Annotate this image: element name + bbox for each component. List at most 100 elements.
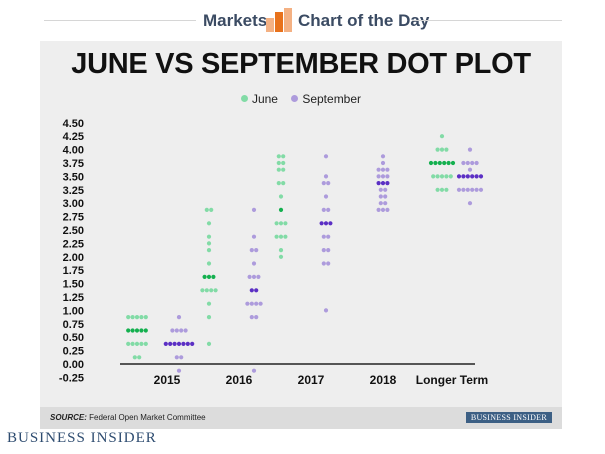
legend-september-label: September xyxy=(302,92,362,106)
banner: Markets Chart of the Day xyxy=(0,0,605,40)
data-dot xyxy=(281,154,286,159)
x-category-label: 2017 xyxy=(298,373,325,387)
data-dot xyxy=(376,167,381,172)
median-dot xyxy=(323,221,329,226)
data-dot xyxy=(276,154,281,159)
data-dot xyxy=(278,221,284,226)
data-dot xyxy=(256,274,261,279)
data-dot xyxy=(321,234,326,239)
data-dot xyxy=(206,241,212,246)
y-tick-label: -0.25 xyxy=(59,372,84,384)
data-dot xyxy=(465,160,470,166)
data-dot xyxy=(254,301,259,306)
y-tick-label: 1.75 xyxy=(63,265,84,277)
median-dot xyxy=(474,174,479,179)
y-tick-label: 1.00 xyxy=(63,305,84,317)
median-dot xyxy=(278,207,284,212)
source-label: SOURCE: xyxy=(50,413,87,422)
data-dot xyxy=(179,328,184,333)
data-dot xyxy=(249,248,254,253)
data-dot xyxy=(435,174,440,179)
data-dot xyxy=(213,288,218,293)
data-dot xyxy=(470,160,475,166)
legend-item-june: June xyxy=(240,92,278,106)
data-dot xyxy=(380,174,386,179)
data-dot xyxy=(206,341,212,346)
y-tick-label: 2.50 xyxy=(63,225,84,237)
median-dot xyxy=(465,174,470,179)
y-tick-label: 2.00 xyxy=(63,252,84,264)
x-category-label: 2015 xyxy=(154,373,181,387)
data-dot xyxy=(439,187,445,192)
median-dot xyxy=(176,341,182,346)
data-dot xyxy=(281,181,286,186)
data-dot xyxy=(444,187,449,192)
data-dot xyxy=(204,288,209,293)
y-tick-label: 0.25 xyxy=(63,346,84,358)
data-dot xyxy=(470,187,475,192)
median-dot xyxy=(130,328,135,333)
data-dot xyxy=(254,248,259,253)
data-dot xyxy=(439,147,445,152)
legend-june-marker xyxy=(240,95,248,103)
chart-legend: June September xyxy=(40,92,562,106)
data-dot xyxy=(206,315,212,320)
data-dot xyxy=(383,194,388,199)
median-dot xyxy=(446,160,451,166)
data-dot xyxy=(323,174,329,179)
legend-item-september: September xyxy=(291,92,361,106)
data-dot xyxy=(439,134,445,139)
data-dot xyxy=(134,341,140,346)
data-dot xyxy=(461,160,466,166)
data-dot xyxy=(206,221,212,226)
data-dot xyxy=(278,194,284,199)
data-dot xyxy=(274,234,279,239)
data-dot xyxy=(478,187,484,192)
data-dot xyxy=(174,355,179,360)
data-dot xyxy=(274,221,279,226)
data-dot xyxy=(137,355,142,360)
median-dot xyxy=(139,328,144,333)
banner-rule-left xyxy=(44,20,196,21)
data-dot xyxy=(376,207,381,212)
median-dot xyxy=(134,328,140,333)
data-dot xyxy=(380,154,386,159)
data-dot xyxy=(247,274,252,279)
data-dot xyxy=(323,308,329,313)
median-dot xyxy=(461,174,466,179)
median-dot xyxy=(385,181,390,186)
data-dot xyxy=(383,201,388,206)
data-dot xyxy=(278,234,284,239)
median-dot xyxy=(168,341,173,346)
source-note: SOURCE: Federal Open Market Committee xyxy=(50,413,206,422)
data-dot xyxy=(258,301,263,306)
data-dot xyxy=(321,248,326,253)
y-tick-label: 4.00 xyxy=(63,145,84,157)
data-dot xyxy=(278,254,284,259)
data-dot xyxy=(326,248,331,253)
data-dot xyxy=(254,315,259,320)
median-dot xyxy=(442,160,447,166)
median-dot xyxy=(206,274,212,279)
median-dot xyxy=(126,328,131,333)
y-tick-label: 0.00 xyxy=(63,359,84,371)
chart-title: JUNE VS SEPTEMBER DOT PLOT xyxy=(71,48,531,80)
data-dot xyxy=(170,328,175,333)
data-dot xyxy=(385,167,390,172)
data-dot xyxy=(209,207,214,212)
data-dot xyxy=(126,315,131,320)
data-dot xyxy=(126,341,131,346)
y-tick-label: 2.25 xyxy=(63,238,84,250)
median-dot xyxy=(254,288,259,293)
data-dot xyxy=(323,194,329,199)
median-dot xyxy=(428,160,434,166)
data-dot xyxy=(321,261,326,266)
median-dot xyxy=(380,181,386,186)
x-category-label: Longer Term xyxy=(416,373,488,387)
data-dot xyxy=(431,174,436,179)
data-dot xyxy=(444,174,449,179)
data-dot xyxy=(321,207,326,212)
data-dot xyxy=(283,221,288,226)
data-dot xyxy=(380,160,386,166)
